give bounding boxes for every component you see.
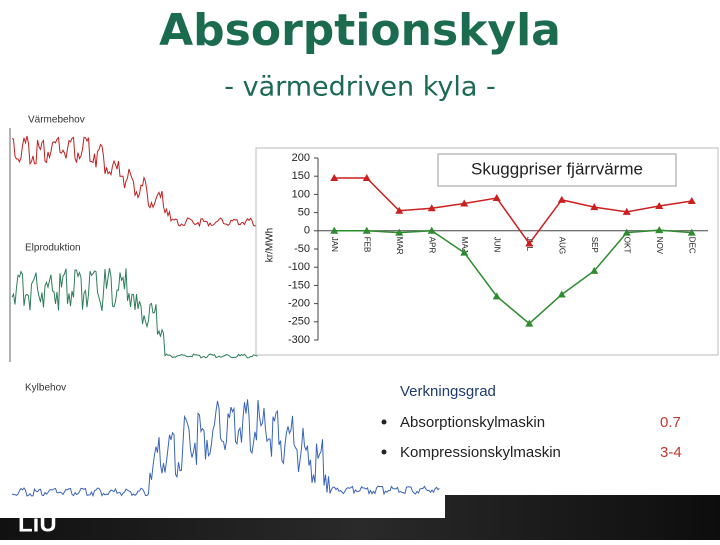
panel-label: Elproduktion <box>25 243 81 254</box>
y-tick-label: 100 <box>292 188 310 200</box>
cool-panel <box>0 360 445 518</box>
series-line <box>334 177 692 245</box>
point <box>525 319 534 327</box>
point <box>395 206 404 214</box>
point <box>362 174 371 182</box>
x-tick-label: DEC <box>688 237 697 254</box>
x-tick-label: JAN <box>330 237 339 252</box>
point <box>395 228 404 236</box>
chart: -300 -250 -200 -150 -100 -50 0 50 100 150 200 JAN FE… <box>288 152 708 346</box>
bullet <box>381 449 387 455</box>
y-tick-label: 50 <box>298 207 310 219</box>
point <box>590 203 599 211</box>
x-tick-label: SEP <box>590 237 599 253</box>
point <box>492 194 501 202</box>
point <box>622 228 631 236</box>
y-tick-label: 150 <box>292 170 310 182</box>
item-value: 3-4 <box>660 444 682 461</box>
y-tick-label: -200 <box>288 298 310 310</box>
x-tick-label: FEB <box>363 237 372 253</box>
x-tick-label: MAJ <box>460 237 469 253</box>
x-tick-label: APR <box>428 237 437 254</box>
point <box>590 266 599 274</box>
item-name: Absorptionskylmaskin <box>400 414 545 431</box>
y-tick-label: -300 <box>288 334 310 346</box>
point <box>655 226 664 234</box>
x-tick-label: AUG <box>558 237 567 254</box>
point <box>557 195 566 203</box>
y-axis-label: kr/MWh <box>265 228 276 262</box>
item-name: Kompressionskylmaskin <box>400 444 561 461</box>
x-tick-label: NOV <box>655 237 664 255</box>
point <box>330 174 339 182</box>
profile-line <box>11 268 259 359</box>
point <box>330 226 339 234</box>
bullet <box>381 419 387 425</box>
profiles <box>11 135 440 498</box>
point <box>460 248 469 256</box>
item-value: 0.7 <box>660 414 681 431</box>
point <box>362 226 371 234</box>
point <box>557 290 566 298</box>
title: Absorptionskyla <box>159 5 561 56</box>
x-tick-label: OKT <box>623 237 632 254</box>
profile-line <box>11 135 259 228</box>
chart-title: Skuggpriser fjärrvärme <box>471 159 643 178</box>
profile-line <box>11 399 440 498</box>
chart-title-box <box>437 153 677 187</box>
y-tick-label: 0 <box>304 225 310 237</box>
y-tick-label: -150 <box>288 279 310 291</box>
panel-label: Kylbehov <box>25 383 66 394</box>
point <box>687 228 696 236</box>
point <box>427 226 436 234</box>
point <box>427 204 436 212</box>
y-tick-label: -100 <box>288 261 310 273</box>
series-line <box>334 229 692 325</box>
efficiency-heading: Verkningsgrad <box>400 383 496 400</box>
point <box>687 196 696 204</box>
point <box>655 202 664 210</box>
point <box>492 292 501 300</box>
point <box>460 199 469 207</box>
y-tick-label: 200 <box>292 152 310 164</box>
x-tick-label: MAR <box>395 237 404 255</box>
x-tick-label: JUN <box>493 237 502 253</box>
subtitle: - värmedriven kyla - <box>224 72 495 103</box>
point <box>622 207 631 215</box>
panel-label: Värmebehov <box>28 115 85 126</box>
y-tick-label: -50 <box>294 243 310 255</box>
point <box>525 239 534 247</box>
y-tick-label: -250 <box>288 316 310 328</box>
